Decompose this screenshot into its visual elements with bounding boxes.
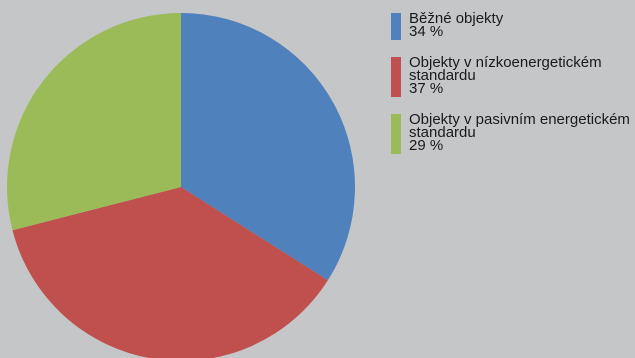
legend-label-nizkoenergeticky: Objekty v nízkoenergetickém standardu bbox=[409, 54, 602, 84]
legend-value-pasivni: 29 % bbox=[409, 137, 444, 154]
legend-item-nizkoenergeticky: Objekty v nízkoenergetickém standardu 37… bbox=[391, 54, 635, 97]
legend: Běžné objekty 34 % Objekty v nízkoenerge… bbox=[391, 10, 635, 170]
pie-slice-nizkoenergeticky bbox=[12, 187, 328, 358]
pie-plot bbox=[7, 13, 355, 358]
legend-swatch-bezne bbox=[391, 13, 401, 40]
legend-value-bezne: 34 % bbox=[409, 23, 444, 40]
legend-item-pasivni: Objekty v pasivním energetickém standard… bbox=[391, 111, 635, 154]
legend-swatch-nizkoenergeticky bbox=[391, 57, 401, 97]
legend-item-bezne: Běžné objekty 34 % bbox=[391, 10, 635, 40]
legend-label-bezne: Běžné objekty bbox=[409, 10, 504, 27]
legend-label-pasivni: Objekty v pasivním energetickém standard… bbox=[409, 111, 630, 141]
pie-slice-pasivni bbox=[7, 13, 181, 231]
legend-value-nizkoenergeticky: 37 % bbox=[409, 80, 444, 97]
pie-slice-bezne bbox=[181, 13, 355, 281]
legend-swatch-pasivni bbox=[391, 114, 401, 154]
